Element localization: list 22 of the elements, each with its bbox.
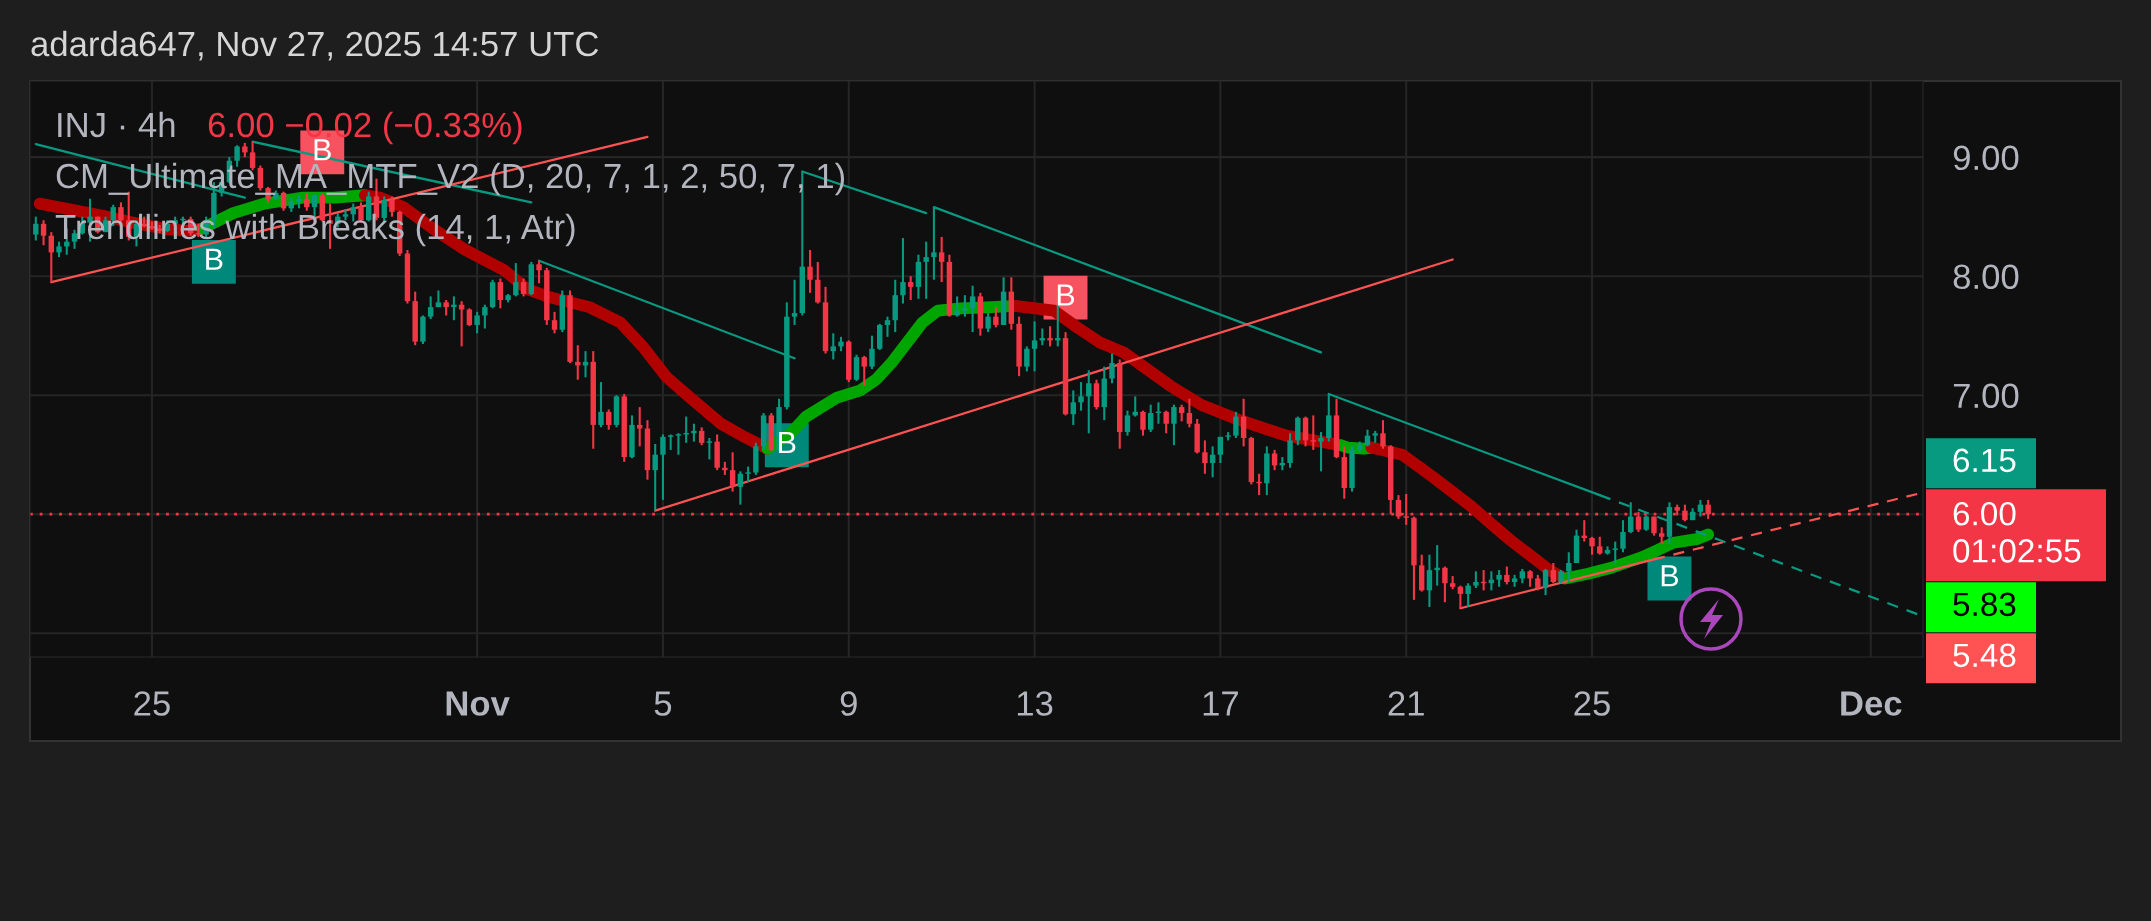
x-tick-label: 25 [134, 691, 170, 716]
x-tick-label: 21 [1388, 691, 1424, 716]
data-label: B [1057, 284, 1075, 306]
data-label: B [779, 432, 796, 454]
y-tick-label: 9.00 [1953, 145, 2019, 171]
chart-title: adarda647, Nov 27, 2025 14:57 UTC [31, 30, 599, 61]
y-tick-label: 8.00 [1953, 264, 2019, 290]
data-label: B [1661, 565, 1679, 587]
text: 6.15 [1953, 448, 2016, 473]
text: INJ · 4h [58, 111, 175, 138]
x-tick-label: 5 [654, 691, 672, 716]
y-tick-label: 7.00 [1953, 383, 2019, 409]
x-tick-label: 25 [1574, 691, 1610, 716]
data-label: B [206, 248, 223, 270]
x-tick-label: Nov [446, 691, 510, 716]
text: 5.48 [1953, 643, 2016, 668]
x-tick-label: Dec [1841, 691, 1902, 716]
text: 5.83 [1953, 592, 2016, 617]
x-tick-label: 13 [1017, 691, 1053, 716]
ref-line-label: 6.00 01:02:55 [1953, 501, 2081, 563]
x-tick-label: 9 [840, 691, 857, 716]
x-tick-label: 17 [1203, 691, 1238, 716]
